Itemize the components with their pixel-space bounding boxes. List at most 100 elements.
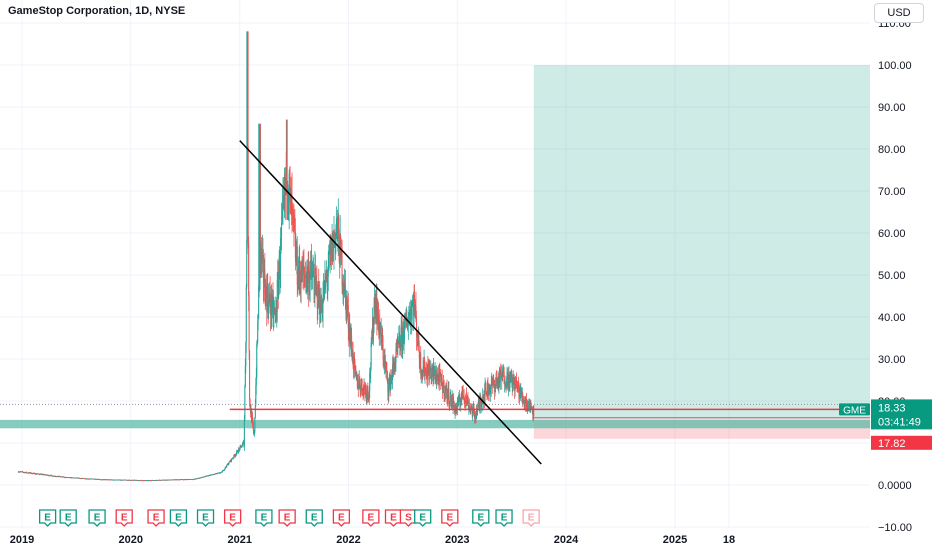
candle-body xyxy=(355,369,357,375)
candle-body xyxy=(352,350,354,366)
candle-body xyxy=(253,431,255,435)
candle-body xyxy=(362,389,364,391)
earnings-marker[interactable]: E xyxy=(414,509,432,527)
candle-body xyxy=(506,371,508,374)
candle-body xyxy=(286,194,288,196)
price-tags: GME 18.33 03:41:49 17.82 xyxy=(839,399,932,450)
candle-body xyxy=(316,284,318,309)
time-axis[interactable]: 2019 2020 2021 2022 2023 2024 2025 18 xyxy=(10,534,735,546)
candle-body xyxy=(526,399,528,408)
price-axis[interactable]: 110.00100.0090.0080.0070.0060.0050.0040.… xyxy=(878,18,912,534)
earnings-marker[interactable]: E xyxy=(169,509,188,527)
earnings-marker[interactable]: E xyxy=(196,509,215,527)
candle-body xyxy=(305,279,307,288)
candle-body xyxy=(522,399,524,401)
earnings-marker[interactable]: E xyxy=(384,509,403,527)
candle-body xyxy=(268,296,270,314)
candle-body xyxy=(310,259,312,263)
candle-body xyxy=(411,305,413,320)
candle-body xyxy=(325,275,327,286)
earnings-marker[interactable]: E xyxy=(522,509,540,527)
candle-body xyxy=(63,476,65,478)
x-tick-label: 2022 xyxy=(336,534,360,546)
earnings-marker[interactable]: E xyxy=(115,509,133,527)
x-tick-label: 2019 xyxy=(10,534,34,546)
candle-body xyxy=(406,318,408,327)
candle-body xyxy=(442,386,444,393)
candle-body xyxy=(246,201,248,240)
candle-body xyxy=(484,383,486,401)
candle-body xyxy=(282,204,284,215)
candle-body xyxy=(213,474,215,476)
candle-body xyxy=(312,271,314,278)
candle-body xyxy=(371,337,373,343)
candle-body xyxy=(462,391,464,398)
earnings-marker[interactable]: S xyxy=(399,509,418,527)
earnings-marker[interactable]: E xyxy=(59,509,77,527)
profit-zone[interactable] xyxy=(533,65,870,418)
candle-body xyxy=(245,286,247,343)
candle-body xyxy=(276,280,278,312)
candle-body xyxy=(511,379,513,388)
candle-body xyxy=(527,402,529,409)
earnings-marker[interactable]: E xyxy=(88,509,106,527)
earnings-marker[interactable]: E xyxy=(441,509,459,527)
y-tick-label: 70.00 xyxy=(878,186,906,198)
earnings-marker[interactable]: E xyxy=(255,509,273,527)
candle-body xyxy=(448,403,450,405)
earnings-icon xyxy=(59,509,77,527)
y-tick-label: 90.00 xyxy=(878,102,906,114)
candle-body xyxy=(327,269,329,278)
candle-body xyxy=(439,371,441,373)
candle-body xyxy=(493,380,495,386)
earnings-marker[interactable]: E xyxy=(278,509,296,527)
candle-body xyxy=(219,473,221,474)
trendline[interactable] xyxy=(239,140,542,465)
candle-body xyxy=(364,387,366,394)
earnings-marker[interactable]: E xyxy=(472,509,490,527)
candle-body xyxy=(312,269,314,277)
earnings-marker[interactable]: E xyxy=(223,509,242,527)
candle-body xyxy=(441,378,443,387)
candle-body xyxy=(502,368,504,377)
candle-body xyxy=(221,471,223,473)
candle-body xyxy=(446,386,448,401)
candle-body xyxy=(370,367,372,373)
candle-body xyxy=(444,392,446,397)
support-band[interactable] xyxy=(0,419,870,429)
earnings-marker[interactable]: E xyxy=(495,509,513,527)
candle-body xyxy=(476,410,478,416)
candle-body xyxy=(38,474,40,476)
earnings-label: E xyxy=(202,513,209,524)
earnings-label: E xyxy=(501,513,508,524)
candle-body xyxy=(289,173,291,186)
candle-body xyxy=(251,416,253,422)
last-price-value: 18.33 xyxy=(878,402,906,414)
candle-body xyxy=(441,374,443,379)
candle-body xyxy=(231,458,233,460)
earnings-marker[interactable]: E xyxy=(147,509,165,527)
candle-body xyxy=(307,273,309,284)
currency-button[interactable]: USD xyxy=(874,3,924,23)
candle-body xyxy=(299,277,301,279)
candle-body xyxy=(258,286,260,319)
candle-body xyxy=(328,250,330,270)
candle-body xyxy=(249,400,251,408)
candle-body xyxy=(368,390,370,400)
candle-body xyxy=(440,374,442,383)
candle-body xyxy=(274,309,276,311)
candle-body xyxy=(398,337,400,345)
earnings-marker[interactable]: E xyxy=(38,509,57,527)
candle-body xyxy=(361,379,363,390)
earnings-marker[interactable]: E xyxy=(362,509,380,527)
candle-body xyxy=(414,309,416,312)
earnings-marker[interactable]: E xyxy=(305,509,323,527)
earnings-label: E xyxy=(528,513,535,524)
earnings-marker[interactable]: E xyxy=(332,509,351,527)
candle-body xyxy=(498,378,500,389)
candle-body xyxy=(365,387,367,390)
candle-body xyxy=(462,386,464,392)
candle-body xyxy=(465,401,467,403)
